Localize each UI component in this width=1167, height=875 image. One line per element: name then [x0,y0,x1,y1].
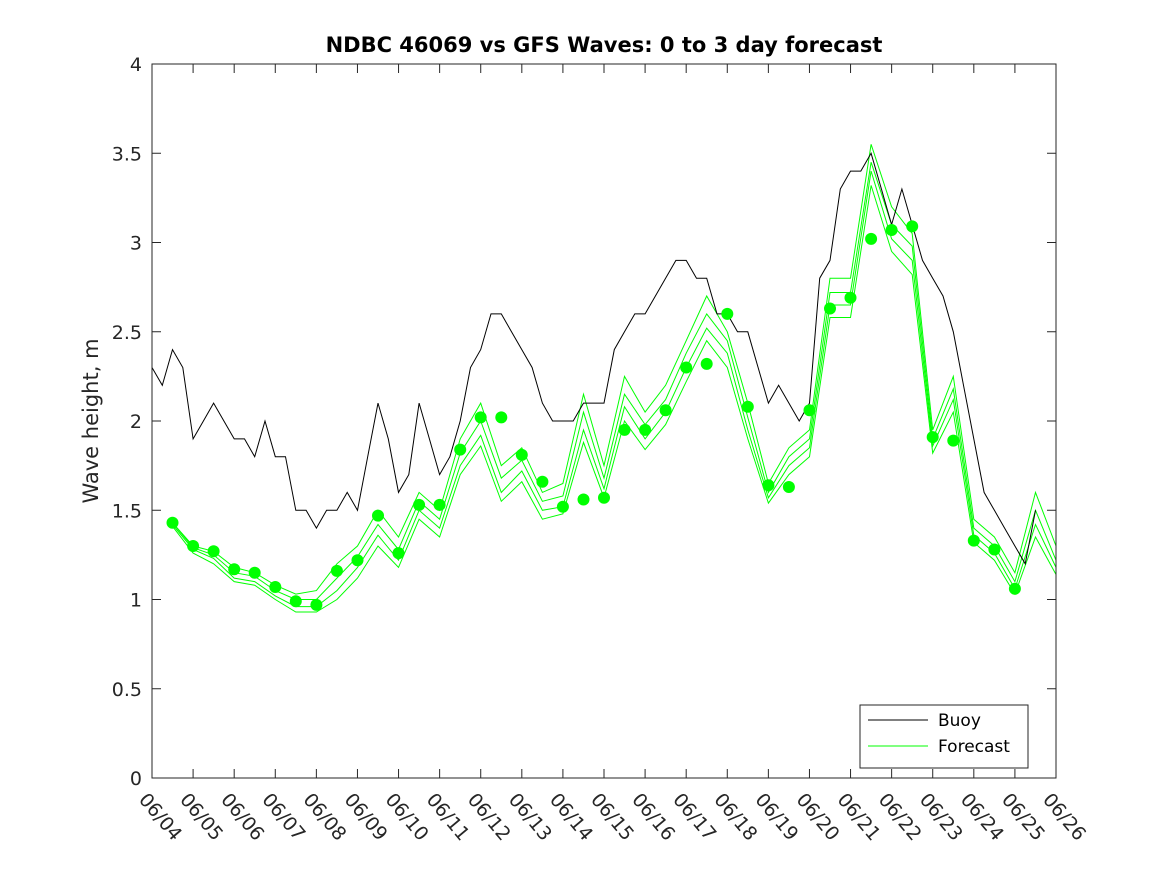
forecast-point [556,500,569,513]
forecast-point [392,547,405,560]
forecast-run-line-4 [172,185,1057,613]
chart-title: NDBC 46069 vs GFS Waves: 0 to 3 day fore… [326,33,883,57]
forecast-point [330,564,343,577]
marks-layer [151,144,1057,613]
forecast-point [700,357,713,370]
forecast-point [721,307,734,320]
y-tick-label: 0 [130,768,142,790]
forecast-point [269,581,282,593]
forecast-point [351,554,364,567]
forecast-point [844,291,857,304]
forecast-point [782,481,795,493]
legend-buoy-label: Buoy [938,711,981,731]
forecast-point [166,516,179,529]
forecast-point [495,411,508,424]
forecast-point [577,493,590,506]
forecast-point [413,498,426,511]
y-tick-label: 0.5 [112,679,142,701]
y-tick-label: 2 [130,411,142,433]
forecast-point [228,563,241,576]
y-tick-label: 1.5 [112,500,142,522]
buoy-line [151,152,1036,566]
forecast-point [310,598,323,611]
forecast-run-line-2 [172,162,1057,600]
plot-area [152,64,1056,778]
forecast-point [207,545,220,558]
forecast-point [926,431,939,444]
forecast-point [967,534,980,547]
forecast-point [454,443,467,456]
forecast-point [187,540,200,552]
legend-forecast-label: Forecast [938,737,1010,757]
forecast-point [1008,582,1021,595]
forecast-point [598,491,610,504]
y-tick-label: 3.5 [112,143,142,165]
forecast-point [248,566,261,579]
forecast-point [289,595,302,608]
forecast-point [947,434,960,447]
forecast-point [803,404,816,417]
forecast-point [515,448,528,461]
forecast-point [536,475,549,488]
forecast-point [762,479,775,492]
y-tick-label: 3 [130,233,142,255]
forecast-point [659,404,672,417]
y-tick-label: 2.5 [112,322,142,344]
forecast-point [618,423,631,436]
forecast-point [906,220,919,233]
y-axis-label: Wave height, m [79,338,103,503]
y-tick-label: 4 [130,54,142,76]
forecast-point [988,543,1001,556]
legend-box [859,704,1029,769]
forecast-point [885,224,898,236]
forecast-point [680,361,693,374]
forecast-point [741,400,754,413]
forecast-point [865,232,878,245]
forecast-point [433,498,446,511]
forecast-point [639,423,652,436]
forecast-point [372,509,384,522]
forecast-point [824,302,836,315]
y-tick-label: 1 [130,590,142,612]
forecast-point [474,411,487,424]
legend: Buoy Forecast [859,704,1029,769]
